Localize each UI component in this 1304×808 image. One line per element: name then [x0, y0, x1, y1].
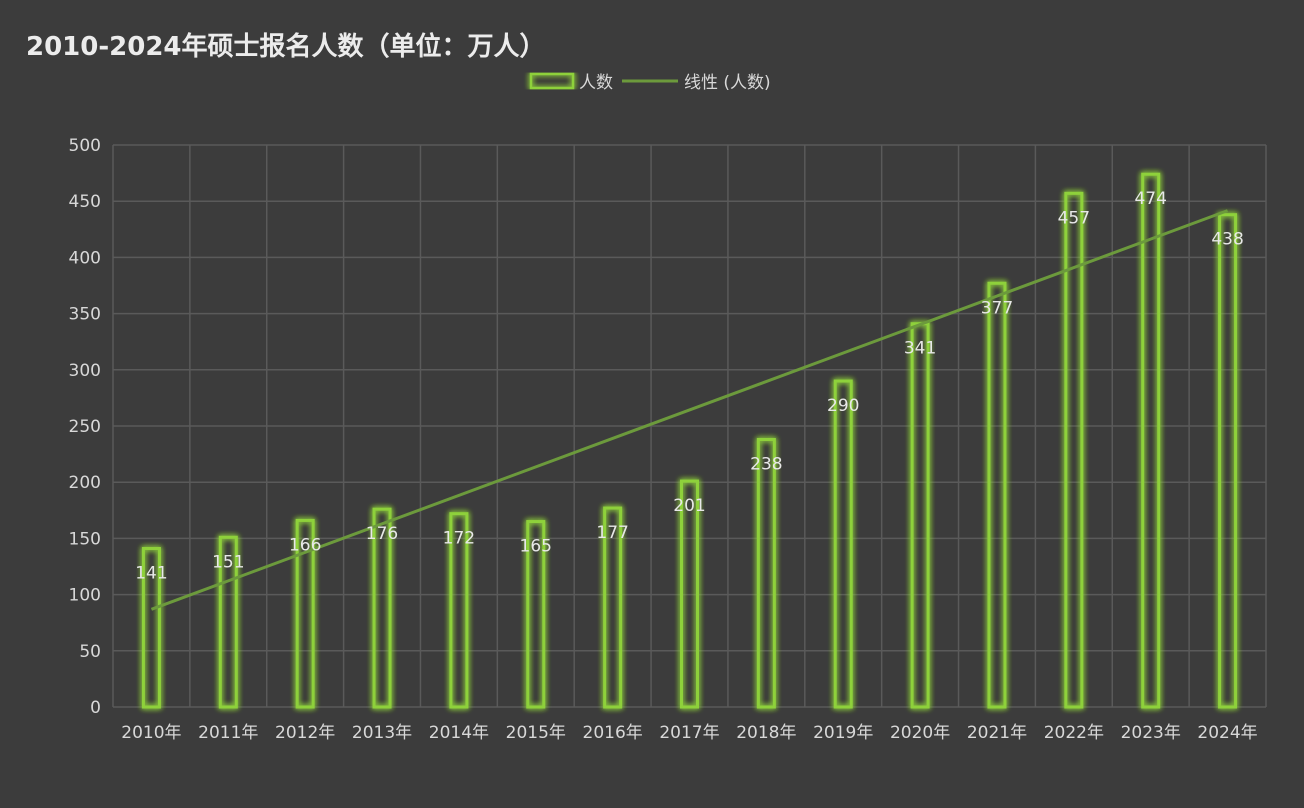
legend-swatch-bar: [529, 72, 575, 90]
data-label: 172: [443, 529, 475, 549]
bar: [372, 507, 392, 709]
bar: [295, 518, 315, 709]
data-labels-layer: 141 151 166 176 172 165 177 201 238 290 341 377 457 4…: [135, 189, 1244, 583]
x-tick-label: 2011年: [198, 723, 258, 743]
trendline-layer: [150, 209, 1229, 611]
bar: [987, 281, 1007, 709]
bars-layer: [141, 172, 1238, 709]
bar: [1141, 172, 1161, 709]
y-tick-label: 250: [69, 417, 101, 437]
data-label: 290: [827, 396, 859, 416]
legend-label-trendline: 线性 (人数): [684, 73, 771, 93]
x-tick-label: 2010年: [121, 723, 181, 743]
y-tick-label: 500: [69, 136, 101, 156]
y-tick-label: 400: [69, 248, 101, 268]
data-label: 238: [750, 454, 782, 474]
trendline: [150, 209, 1229, 611]
x-tick-label: 2020年: [890, 723, 950, 743]
chart-title: 2010-2024年硕士报名人数（单位：万人）: [26, 32, 546, 62]
x-tick-label: 2014年: [429, 723, 489, 743]
y-tick-label: 0: [90, 698, 101, 718]
x-tick-label: 2023年: [1121, 723, 1181, 743]
data-label: 151: [212, 552, 244, 572]
x-tick-label: 2012年: [275, 723, 335, 743]
data-label: 201: [673, 496, 705, 516]
x-tick-label: 2013年: [352, 723, 412, 743]
bar: [1064, 191, 1084, 709]
data-label: 438: [1211, 230, 1243, 250]
x-tick-label: 2018年: [736, 723, 796, 743]
x-tick-label: 2024年: [1197, 723, 1257, 743]
bar: [910, 322, 930, 709]
data-label: 474: [1134, 189, 1166, 209]
x-tick-label: 2021年: [967, 723, 1027, 743]
y-tick-label: 100: [69, 586, 101, 606]
x-tick-label: 2015年: [506, 723, 566, 743]
legend: 人数 线性 (人数): [529, 72, 771, 93]
bar: [603, 506, 623, 709]
bar: [1218, 213, 1238, 709]
x-tick-label: 2017年: [659, 723, 719, 743]
y-tick-label: 450: [69, 192, 101, 212]
bar: [218, 535, 238, 709]
bar: [833, 379, 853, 709]
x-tick-label: 2016年: [583, 723, 643, 743]
grid-layer: [112, 144, 1267, 708]
data-label: 457: [1058, 208, 1090, 228]
y-tick-label: 200: [69, 473, 101, 493]
bar: [141, 547, 161, 709]
data-label: 176: [366, 524, 398, 544]
axis-layer: 0 50 100 150 200 250 300 350 400 450 500 2010年 2011年…: [69, 136, 1258, 743]
data-label: 377: [981, 298, 1013, 318]
x-tick-label: 2022年: [1044, 723, 1104, 743]
data-label: 341: [904, 339, 936, 359]
data-label: 141: [135, 564, 167, 584]
y-tick-label: 300: [69, 361, 101, 381]
bar: [449, 512, 469, 709]
legend-label-bar: 人数: [579, 73, 613, 93]
y-tick-label: 350: [69, 305, 101, 325]
data-label: 166: [289, 535, 321, 555]
bar: [526, 520, 546, 709]
y-tick-label: 50: [79, 642, 101, 662]
data-label: 165: [520, 537, 552, 557]
x-tick-label: 2019年: [813, 723, 873, 743]
data-label: 177: [596, 523, 628, 543]
bar: [680, 479, 699, 709]
y-tick-label: 150: [69, 529, 101, 549]
bar: [756, 437, 776, 709]
